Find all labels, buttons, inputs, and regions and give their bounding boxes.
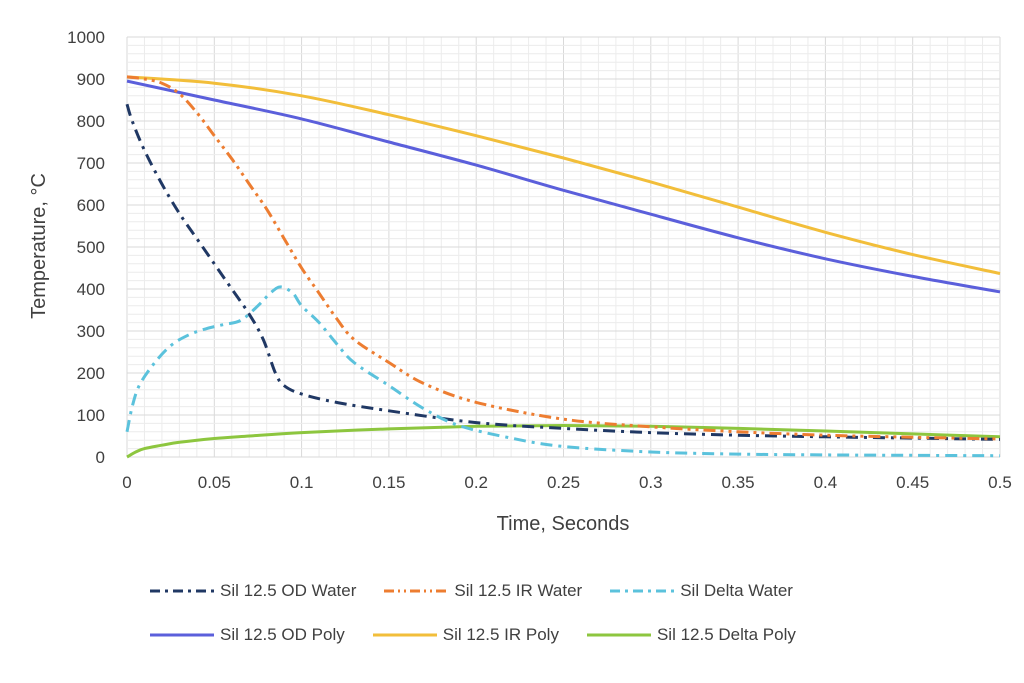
legend-label: Sil 12.5 Delta Poly: [656, 625, 796, 644]
legend-swatch: [610, 589, 675, 593]
legend-item-ir-poly: Sil 12.5 IR Poly: [372, 625, 559, 645]
y-tick-label: 600: [77, 196, 105, 215]
y-tick-label: 1000: [67, 28, 105, 47]
legend-label: Sil 12.5 OD Water: [220, 581, 357, 600]
y-tick-label: 100: [77, 406, 105, 425]
legend-label: Sil 12.5 IR Poly: [442, 625, 559, 644]
series-line-sil-12-5-od-poly: [126, 79, 1001, 294]
x-tick-label: 0: [122, 473, 131, 492]
legend-item-ir-water: Sil 12.5 IR Water: [384, 581, 582, 601]
x-tick-label: 0.15: [372, 473, 405, 492]
line-chart: 0 0.05 0.1 0.15 0.2 0.25 0.3 0.35 0.4 0.45 0.5 0 10…: [28, 28, 1012, 535]
legend-label: Sil Delta Water: [680, 581, 793, 600]
legend-swatch: [150, 633, 214, 637]
legend-row: Sil 12.5 OD Poly Sil 12.5 IR Poly Sil 12…: [150, 619, 910, 651]
x-tick-label: 0.1: [290, 473, 314, 492]
y-tick-label: 800: [77, 112, 105, 131]
x-tick-label: 0.25: [547, 473, 580, 492]
series-lines: [125, 75, 1001, 459]
legend-item-od-poly: Sil 12.5 OD Poly: [150, 625, 345, 645]
x-tick-label: 0.4: [814, 473, 838, 492]
x-tick-labels: 0 0.05 0.1 0.15 0.2 0.25 0.3 0.35 0.4 0.45 0.5: [122, 473, 1012, 492]
y-tick-label: 0: [96, 448, 105, 467]
y-tick-label: 400: [77, 280, 105, 299]
x-tick-label: 0.35: [722, 473, 755, 492]
y-tick-label: 300: [77, 322, 105, 341]
x-tick-label: 0.5: [988, 473, 1012, 492]
y-tick-label: 200: [77, 364, 105, 383]
series-line-sil-12-5-delta-poly: [126, 424, 1001, 459]
x-tick-label: 0.05: [198, 473, 231, 492]
legend-item-delta-water: Sil Delta Water: [610, 581, 793, 601]
series-line-sil-delta-water: [125, 285, 1001, 458]
legend-item-od-water: Sil 12.5 OD Water: [150, 581, 356, 601]
legend-swatch: [384, 589, 449, 593]
x-tick-label: 0.45: [896, 473, 929, 492]
x-tick-label: 0.3: [639, 473, 663, 492]
y-tick-label: 500: [77, 238, 105, 257]
legend: Sil 12.5 OD Water Sil 12.5 IR Water Sil …: [150, 575, 910, 663]
x-tick-label: 0.2: [464, 473, 488, 492]
x-axis-title: Time, Seconds: [497, 513, 630, 535]
series-line-sil-12-5-ir-poly: [126, 75, 1001, 275]
y-axis-title: Temperature, °C: [28, 173, 50, 319]
y-tick-label: 700: [77, 154, 105, 173]
gridlines: [126, 36, 1001, 458]
series-line-sil-12-5-od-water: [125, 103, 1001, 441]
y-tick-label: 900: [77, 70, 105, 89]
legend-item-delta-poly: Sil 12.5 Delta Poly: [586, 625, 796, 645]
y-tick-labels: 0 100 200 300 400 500 600 700 800 900 1000: [67, 28, 105, 467]
legend-row: Sil 12.5 OD Water Sil 12.5 IR Water Sil …: [150, 575, 910, 607]
legend-label: Sil 12.5 OD Poly: [220, 625, 345, 644]
legend-swatch: [372, 633, 437, 637]
legend-label: Sil 12.5 IR Water: [454, 581, 583, 600]
legend-swatch: [586, 633, 651, 637]
legend-swatch: [150, 589, 214, 593]
